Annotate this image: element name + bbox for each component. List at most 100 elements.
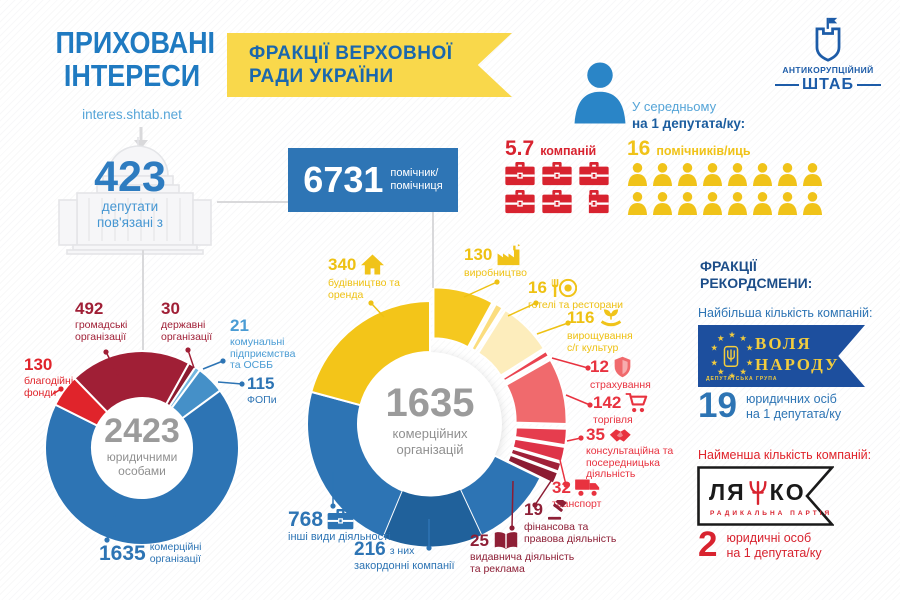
factory-icon bbox=[496, 244, 521, 266]
assistants-value: 16 bbox=[627, 137, 651, 160]
label-consulting: 35 консультаційна та посередницька діяль… bbox=[586, 425, 674, 480]
deputy-person-icon bbox=[572, 58, 628, 128]
donut-segment-trade bbox=[504, 358, 568, 426]
sprout-icon bbox=[598, 307, 624, 329]
assistants-stat: 16 помічників/иць bbox=[627, 137, 751, 161]
donut-segment-commercial bbox=[44, 389, 240, 546]
deputies-label-line1: депутати bbox=[101, 199, 159, 214]
person-icon bbox=[702, 191, 723, 216]
svg-text:★: ★ bbox=[739, 333, 747, 343]
person-icon bbox=[777, 162, 798, 187]
records-min-intro: Найменша кількість компаній: bbox=[698, 448, 872, 462]
donut-segment-construction bbox=[310, 299, 431, 407]
person-icon bbox=[752, 191, 773, 216]
logo-line1: ПРИХОВАНІ bbox=[55, 25, 216, 60]
divider bbox=[856, 84, 881, 86]
donut-segment-hotels bbox=[470, 302, 504, 353]
svg-text:★: ★ bbox=[728, 370, 736, 380]
org-name-line1: АНТИКОРУПЦІЙНИЙ bbox=[782, 65, 874, 75]
briefcase-icon-grid bbox=[504, 162, 619, 214]
org-logo: АНТИКОРУПЦІЙНИЙ ШТАБ bbox=[772, 16, 884, 94]
deputies-stat: 423 депутати пов'язані з bbox=[70, 155, 190, 231]
label-agriculture: 116 вирощування с/г культур bbox=[567, 307, 633, 354]
briefcase-icon bbox=[541, 162, 573, 186]
person-icon-grid bbox=[627, 162, 827, 216]
max-companies-stat: 19 юридичних осіб на 1 депутата/ку bbox=[698, 388, 842, 423]
truck-icon bbox=[575, 478, 600, 497]
parliament-building-illustration bbox=[58, 137, 212, 255]
label-transport: 32 транспорт bbox=[552, 477, 602, 510]
donut-segment-transport bbox=[511, 437, 567, 463]
book-icon bbox=[493, 531, 519, 550]
svg-text:★: ★ bbox=[710, 342, 718, 352]
svg-text:★: ★ bbox=[717, 333, 725, 343]
assistants-total-label: помічник/ помічниця bbox=[390, 167, 443, 192]
briefcase-icon bbox=[327, 509, 354, 530]
label-fop: 115 ФОПи bbox=[247, 374, 277, 406]
castle-icon bbox=[809, 16, 847, 62]
faction-flag-lyashko: ЛЯ КО РАДИКАЛЬНА ПАРТІЯ bbox=[697, 466, 834, 526]
briefcase-icon bbox=[504, 162, 536, 186]
handshake-icon bbox=[609, 427, 637, 444]
min-companies-stat: 2 юридичні особ на 1 депутата/ку bbox=[698, 525, 822, 564]
svg-text:★: ★ bbox=[717, 367, 725, 377]
companies-value: 5.7 bbox=[505, 137, 535, 160]
person-icon bbox=[727, 162, 748, 187]
shield-icon bbox=[613, 356, 632, 378]
donut-segment-charity bbox=[53, 376, 109, 427]
faction-name-max: ВОЛЯ НАРОДУ bbox=[755, 334, 840, 374]
donut-center-center-text: 1635 комерційних організацій bbox=[355, 383, 505, 458]
cart-icon bbox=[625, 393, 649, 413]
person-icon bbox=[702, 162, 723, 187]
label-construction: 340 будівництво та оренда bbox=[328, 253, 400, 301]
legal-entities-donut bbox=[44, 350, 240, 546]
donut-center-hole bbox=[358, 352, 502, 496]
average-line1: У середньому bbox=[632, 99, 717, 114]
min-label: юридичні особ на 1 депутата/ку bbox=[726, 531, 822, 560]
assistants-label: помічників/иць bbox=[656, 144, 751, 158]
donut-segment-consulting bbox=[513, 426, 568, 447]
label-insurance: 12 страхування bbox=[590, 356, 651, 391]
deputies-label-line2: пов'язані з bbox=[97, 215, 163, 230]
svg-text:★: ★ bbox=[710, 357, 718, 367]
faction-flag-volya-narodu: ★ ★ ★ ★ ★ ★ ★ ★ ★ ★ ВОЛЯ НАРОДУ ДЕПУТАТСЬКА ГР… bbox=[698, 325, 865, 387]
faction-name-min: ЛЯ КО bbox=[709, 479, 806, 505]
label-publishing: 25 видавнича діяльність та реклама bbox=[470, 530, 575, 575]
faction-subtitle-min: РАДИКАЛЬНА ПАРТІЯ bbox=[710, 510, 833, 517]
person-icon bbox=[652, 162, 673, 187]
site-logo: ПРИХОВАНІ ІНТЕРЕСИ bbox=[44, 26, 220, 92]
commercial-orgs-total: 1635 bbox=[385, 381, 475, 425]
donut-left-hole bbox=[92, 398, 192, 498]
title-banner: ФРАКЦІЇ ВЕРХОВНОЇ РАДИ УКРАЇНИ bbox=[227, 33, 512, 97]
svg-text:★: ★ bbox=[728, 329, 736, 339]
website-link[interactable]: interes.shtab.net bbox=[82, 107, 182, 122]
label-communal: 21 комунальні підприємства та ОСББ bbox=[230, 316, 296, 371]
max-label: юридичних осіб на 1 депутата/ку bbox=[745, 392, 842, 421]
donut-segment-foreign bbox=[382, 488, 483, 548]
banner-line1: ФРАКЦІЇ ВЕРХОВНОЇ bbox=[249, 43, 453, 64]
label-foreign: 216 з них закордонні компанії bbox=[354, 539, 455, 572]
faction-subtitle-max: ДЕПУТАТСЬКА ГРУПА bbox=[706, 376, 778, 382]
house-icon bbox=[360, 253, 385, 276]
donut-segment-public-orgs bbox=[73, 350, 191, 414]
org-name-line2: ШТАБ bbox=[772, 76, 884, 94]
label-finance-legal: 19 фінансова та правова діяльність bbox=[524, 500, 624, 545]
min-value: 2 bbox=[698, 525, 718, 564]
label-public-orgs: 492 громадські організації bbox=[75, 299, 128, 343]
faction-emblem-icon: ★ ★★ ★★★ ★★★ ★ bbox=[710, 329, 753, 380]
person-icon bbox=[727, 191, 748, 216]
donut-segment-agriculture bbox=[476, 308, 546, 377]
donut-segment-insurance bbox=[501, 349, 551, 383]
legal-entities-total: 2423 bbox=[104, 412, 180, 450]
person-icon bbox=[802, 191, 823, 216]
restaurant-icon bbox=[551, 278, 577, 298]
average-caption: У середньому на 1 депутата/ку: bbox=[632, 99, 762, 131]
records-title: ФРАКЦІЇ РЕКОРДСМЕНИ: bbox=[700, 258, 813, 291]
assistants-total-box: 6731 помічник/ помічниця bbox=[288, 148, 458, 212]
label-trade: 142 торгівля bbox=[593, 393, 665, 427]
companies-stat: 5.7 компаній bbox=[505, 137, 596, 161]
person-icon bbox=[677, 162, 698, 187]
flag-outline bbox=[697, 466, 834, 526]
label-charity: 130 благодійні фонди bbox=[24, 355, 74, 399]
